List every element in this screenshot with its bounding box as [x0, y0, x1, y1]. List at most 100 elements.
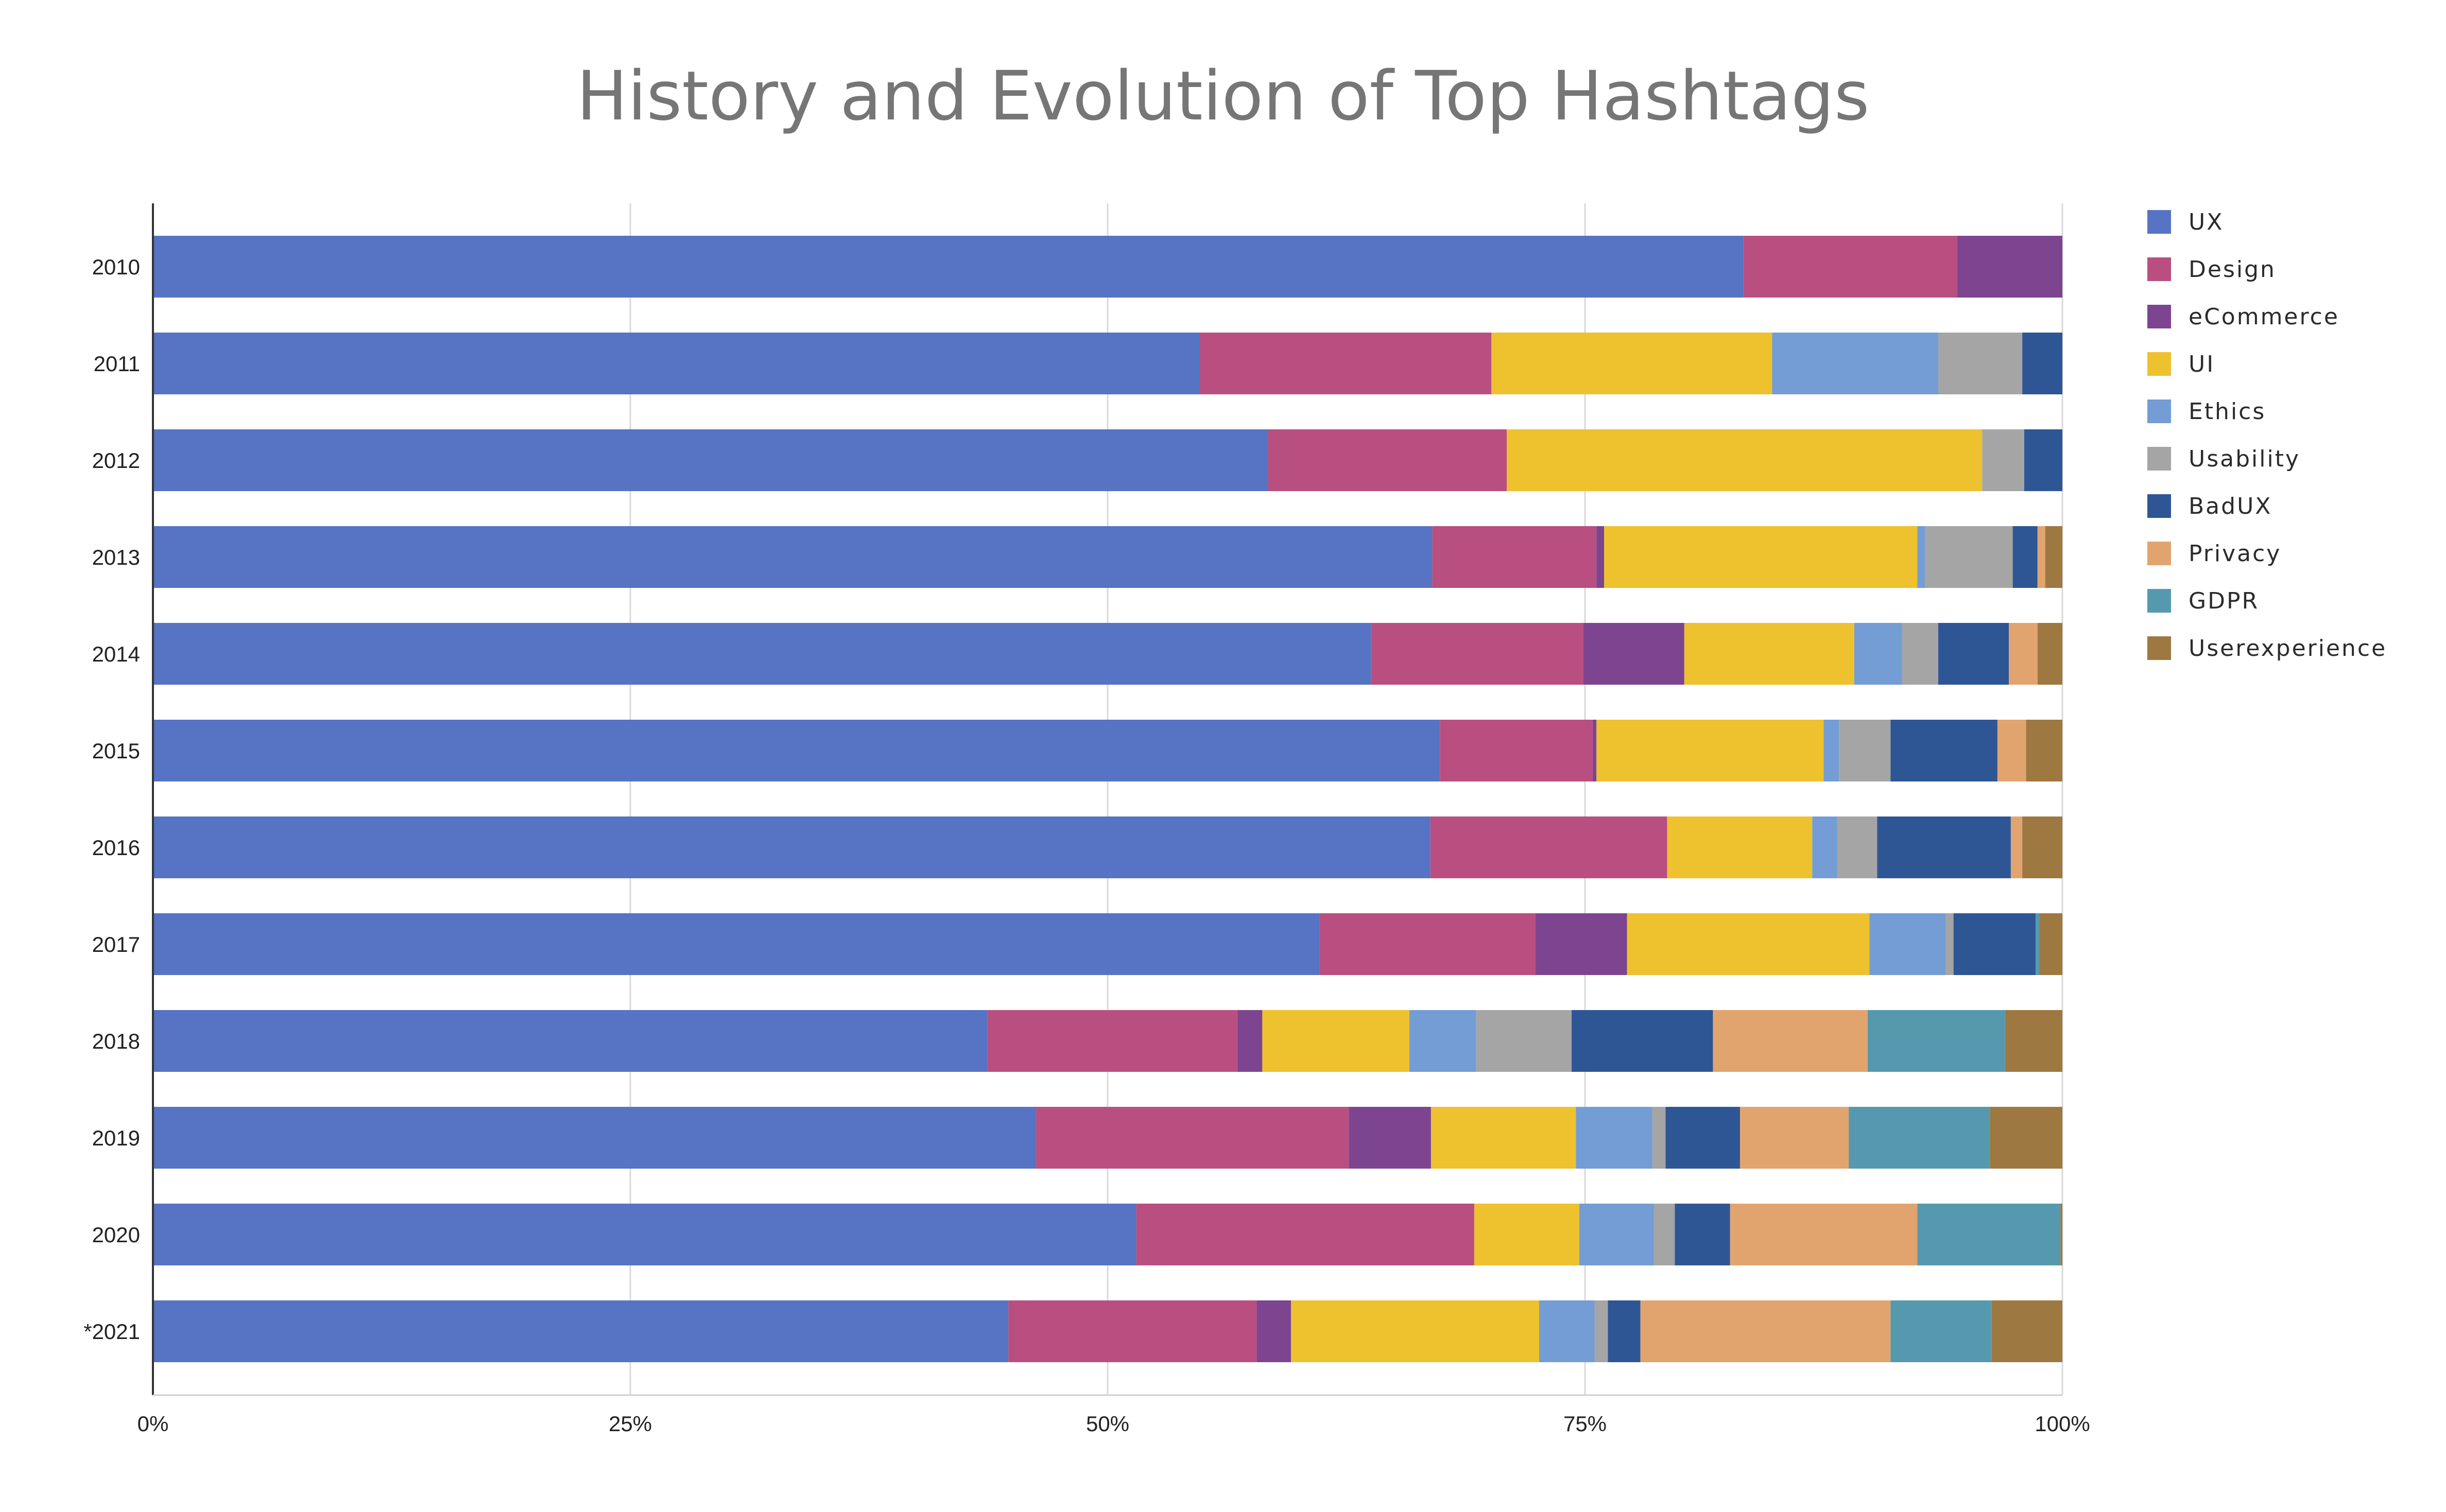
bar-segment-userexperience — [1990, 1107, 2062, 1169]
legend-item-ecommerce: eCommerce — [2147, 293, 2387, 340]
bar-segment-badux — [1675, 1204, 1730, 1265]
x-tick-label: 0% — [137, 1412, 169, 1436]
gridlines — [629, 203, 2063, 1395]
bar-segment-privacy — [1713, 1010, 1868, 1072]
bar-segment-privacy — [2037, 526, 2045, 588]
bar-segment-ui — [1491, 333, 1772, 394]
bar-segment-ethics — [1579, 1204, 1654, 1265]
bar-segment-ecommerce — [1583, 623, 1684, 685]
bar-segment-userexperience — [2039, 913, 2062, 975]
bar-segment-usability — [1902, 623, 1938, 685]
legend-swatch — [2147, 352, 2171, 376]
y-tick-label: 2014 — [92, 642, 140, 666]
legend-swatch — [2147, 305, 2171, 328]
bar-segment-privacy — [2010, 816, 2023, 878]
bar-segment-design — [1440, 720, 1593, 781]
chart-title: History and Evolution of Top Hashtags — [576, 57, 1870, 136]
bar-segment-usability — [1945, 913, 1954, 975]
bar-segment-design — [1136, 1204, 1474, 1265]
bar-segment-gdpr — [1849, 1107, 1990, 1169]
bar-segment-ui — [1431, 1107, 1576, 1169]
bar-segment-ethics — [1869, 913, 1946, 975]
legend-label: Design — [2189, 256, 2276, 283]
x-axis-tick-labels: 0% 25% 50% 75% 100% — [137, 1412, 2090, 1436]
bar-segment-design — [987, 1010, 1238, 1072]
legend-swatch — [2147, 494, 2171, 518]
bar-segment-badux — [1572, 1010, 1713, 1072]
bar-segment-privacy — [1997, 720, 2026, 781]
bar-segment-userexperience — [2026, 720, 2062, 781]
legend-label: Ethics — [2189, 398, 2266, 425]
bar-segment-ethics — [1539, 1300, 1595, 1362]
legend-label: eCommerce — [2189, 303, 2339, 330]
bar-segment-badux — [2024, 429, 2062, 491]
bar-segment-privacy — [1730, 1204, 1918, 1265]
bar-segment-ecommerce — [1596, 526, 1605, 588]
y-tick-label: 2019 — [92, 1126, 140, 1150]
legend-swatch — [2147, 636, 2171, 660]
legend-swatch — [2147, 210, 2171, 234]
legend-label: GDPR — [2189, 587, 2260, 614]
bar-stack-2019 — [153, 1107, 2062, 1169]
bar-segment-gdpr — [1917, 1204, 2061, 1265]
bar-segment-usability — [1653, 1204, 1675, 1265]
bar-segment-privacy — [2009, 623, 2038, 685]
y-tick-label: 2010 — [92, 255, 140, 279]
legend-label: Usability — [2189, 445, 2300, 472]
bar-segment-usability — [1837, 816, 1877, 878]
bar-segment-badux — [1877, 816, 2011, 878]
bar-segment-ui — [1604, 526, 1918, 588]
y-tick-label: 2017 — [92, 932, 140, 957]
bar-segment-ux — [153, 623, 1371, 685]
bar-segment-ethics — [1409, 1010, 1476, 1072]
y-axis-tick-labels: 2010 2011 2012 2013 2014 2015 2016 2017 2018 2019… — [83, 255, 140, 1344]
bar-segment-ui — [1474, 1204, 1579, 1265]
legend-swatch — [2147, 542, 2171, 565]
bar-segment-design — [1008, 1300, 1257, 1362]
bar-segment-ux — [153, 720, 1440, 781]
bar-segment-ethics — [1917, 526, 1925, 588]
bar-segment-usability — [1594, 1300, 1608, 1362]
bar-stacks — [153, 236, 2062, 1362]
bar-segment-badux — [1953, 913, 2036, 975]
bar-segment-usability — [1938, 333, 2023, 394]
bar-segment-ux — [153, 526, 1433, 588]
bar-stack-2021 — [153, 1300, 2062, 1362]
bar-segment-userexperience — [2022, 816, 2062, 878]
axes — [152, 203, 2062, 1396]
bar-segment-ux — [153, 236, 1744, 298]
bar-segment-usability — [1652, 1107, 1666, 1169]
y-tick-label: 2020 — [92, 1223, 140, 1247]
bar-segment-design — [1430, 816, 1667, 878]
bar-segment-usability — [1982, 429, 2024, 491]
bar-segment-gdpr — [1867, 1010, 2005, 1072]
legend-label: Privacy — [2189, 540, 2282, 567]
bar-segment-ecommerce — [1957, 236, 2062, 298]
bar-segment-userexperience — [2005, 1010, 2062, 1072]
bar-stack-2018 — [153, 1010, 2062, 1072]
bar-segment-ui — [1596, 720, 1824, 781]
bar-stack-2017 — [153, 913, 2062, 975]
bar-segment-userexperience — [2045, 526, 2062, 588]
bar-segment-ecommerce — [1237, 1010, 1263, 1072]
bar-segment-ecommerce — [1349, 1107, 1431, 1169]
bar-segment-ethics — [1812, 816, 1837, 878]
bar-segment-design — [1371, 623, 1583, 685]
bar-stack-2011 — [153, 333, 2062, 394]
legend-item-badux: BadUX — [2147, 482, 2387, 530]
bar-stack-2016 — [153, 816, 2062, 878]
bar-segment-privacy — [1640, 1300, 1891, 1362]
bar-segment-ux — [153, 1010, 988, 1072]
bar-segment-privacy — [1739, 1107, 1849, 1169]
bar-segment-ux — [153, 1107, 1037, 1169]
bar-segment-ux — [153, 913, 1320, 975]
bar-segment-ux — [153, 333, 1199, 394]
y-tick-label: *2021 — [83, 1319, 140, 1344]
y-tick-label: 2015 — [92, 739, 140, 763]
bar-segment-ethics — [1854, 623, 1902, 685]
y-tick-label: 2018 — [92, 1029, 140, 1053]
legend-item-usability: Usability — [2147, 435, 2387, 482]
bar-segment-ethics — [1772, 333, 1938, 394]
bar-segment-design — [1199, 333, 1492, 394]
x-tick-label: 50% — [1086, 1412, 1129, 1436]
